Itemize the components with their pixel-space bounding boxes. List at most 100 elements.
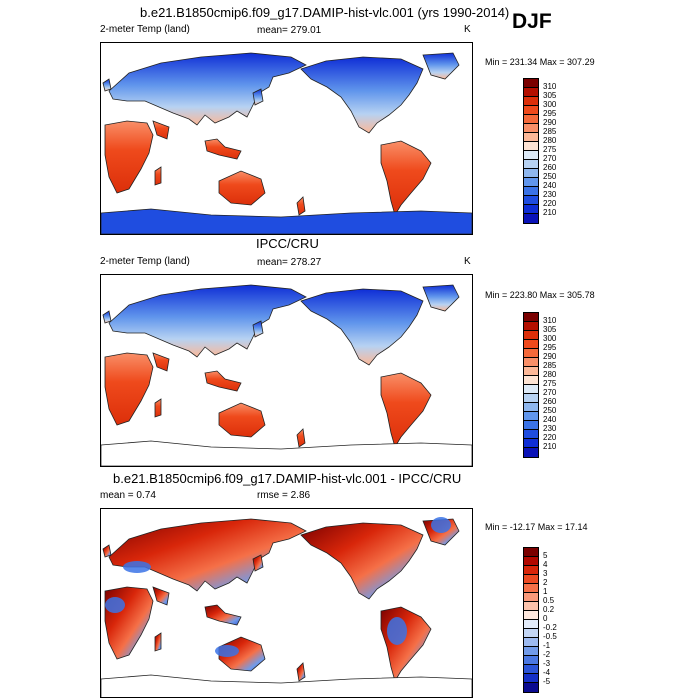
colorbar-swatch: [524, 88, 538, 97]
colorbar-swatch: [524, 584, 538, 593]
landmass-australia: [218, 170, 266, 206]
colorbar-label: 220: [543, 433, 557, 442]
colorbar-swatch: [524, 160, 538, 169]
colorbar-swatch: [524, 367, 538, 376]
landmass-antarctic: [101, 674, 472, 697]
panel-1-minmax: Min = 231.34 Max = 307.29: [485, 57, 595, 67]
colorbar-swatch: [524, 376, 538, 385]
colorbar-label: 210: [543, 208, 557, 217]
colorbar-label: 285: [543, 127, 557, 136]
colorbar-box: [523, 312, 539, 458]
landmass-northam: [300, 288, 424, 366]
colorbar-swatch: [524, 412, 538, 421]
panel-2-minmax: Min = 223.80 Max = 305.78: [485, 290, 595, 300]
panel-3-title: b.e21.B1850cmip6.f09_g17.DAMIP-hist-vlc.…: [113, 471, 462, 486]
colorbar-swatch: [524, 421, 538, 430]
bias-patch: [105, 597, 125, 613]
colorbar-label: 310: [543, 82, 557, 91]
panel-2-mean-label: mean= 278.27: [257, 257, 322, 268]
colorbar-swatch: [524, 602, 538, 611]
colorbar-label: 1: [543, 587, 548, 596]
colorbar-label: 0.2: [543, 605, 555, 614]
colorbar-label: 230: [543, 424, 557, 433]
colorbar-label: -0.5: [543, 632, 557, 641]
landmass-africa: [104, 120, 154, 194]
colorbar-label: 270: [543, 154, 557, 163]
colorbar-swatch: [524, 340, 538, 349]
colorbar-box: [523, 78, 539, 224]
landmass-northam: [300, 56, 424, 134]
panel-2-variable-label: 2-meter Temp (land): [100, 256, 190, 267]
colorbar-label: -5: [543, 677, 551, 686]
landmass-arabia: [152, 352, 170, 372]
colorbar-label: 260: [543, 397, 557, 406]
landmass-madagascar: [154, 166, 162, 186]
landmass-japan: [252, 554, 264, 572]
colorbar-label: 210: [543, 442, 557, 451]
landmass-greenland: [422, 52, 460, 80]
colorbar-swatch: [524, 674, 538, 683]
panel-3-map-plot: [101, 517, 472, 697]
colorbar-swatch: [524, 665, 538, 674]
landmass-indonesia: [204, 138, 242, 160]
landmass-africa: [104, 352, 154, 426]
season-label: DJF: [512, 10, 552, 33]
panel-2-title: IPCC/CRU: [256, 236, 319, 251]
panel-2-map-plot: [101, 284, 472, 466]
colorbar-swatch: [524, 142, 538, 151]
colorbar-label: 270: [543, 388, 557, 397]
panel-2-units-label: K: [464, 256, 471, 267]
colorbar-label: 3: [543, 569, 548, 578]
panel-1-map-plot: [101, 52, 472, 234]
colorbar-swatch: [524, 593, 538, 602]
landmass-madagascar: [154, 632, 162, 652]
landmass-eurasia: [108, 284, 307, 358]
colorbar-swatch: [524, 385, 538, 394]
colorbar-swatch: [524, 196, 538, 205]
colorbar-label: 230: [543, 190, 557, 199]
colorbar-label: 275: [543, 379, 557, 388]
colorbar-label: 305: [543, 325, 557, 334]
colorbar-label: 250: [543, 406, 557, 415]
colorbar-label: 310: [543, 316, 557, 325]
colorbar-swatch: [524, 97, 538, 106]
colorbar-label: 300: [543, 100, 557, 109]
panel-1-title: b.e21.B1850cmip6.f09_g17.DAMIP-hist-vlc.…: [140, 5, 510, 20]
landmass-greenland: [422, 284, 460, 312]
colorbar-swatch: [524, 566, 538, 575]
colorbar-swatch: [524, 557, 538, 566]
panel-1-mean-label: mean= 279.01: [257, 25, 322, 36]
colorbar-swatch: [524, 394, 538, 403]
landmass-japan: [252, 320, 264, 338]
colorbar-label: 0: [543, 614, 548, 623]
panel-3-rmse-label: rmse = 2.86: [257, 490, 311, 501]
colorbar-label: 300: [543, 334, 557, 343]
landmass-indonesia: [204, 370, 242, 392]
bias-patch: [387, 617, 407, 645]
bias-patch: [215, 645, 239, 657]
panel-1-map: [100, 42, 473, 235]
colorbar-swatch: [524, 151, 538, 160]
panel-3-map: [100, 508, 473, 698]
colorbar-label: 260: [543, 163, 557, 172]
landmass-southam: [380, 140, 432, 216]
colorbar-swatch: [524, 169, 538, 178]
landmass-southam: [380, 606, 432, 682]
landmass-arabia: [152, 120, 170, 140]
colorbar-swatch: [524, 647, 538, 656]
colorbar-swatch: [524, 620, 538, 629]
colorbar-label: 295: [543, 109, 557, 118]
colorbar-label: -4: [543, 668, 551, 677]
colorbar-label: 0.5: [543, 596, 555, 605]
colorbar-label: -0.2: [543, 623, 557, 632]
colorbar-label: 240: [543, 415, 557, 424]
colorbar-label: 290: [543, 118, 557, 127]
colorbar-swatch: [524, 439, 538, 448]
landmass-arabia: [152, 586, 170, 606]
colorbar-label: 280: [543, 136, 557, 145]
colorbar-swatch: [524, 79, 538, 88]
landmass-indonesia: [204, 604, 242, 626]
colorbar-label: 2: [543, 578, 548, 587]
landmass-antarctic: [101, 440, 472, 466]
landmass-nz: [296, 196, 306, 216]
